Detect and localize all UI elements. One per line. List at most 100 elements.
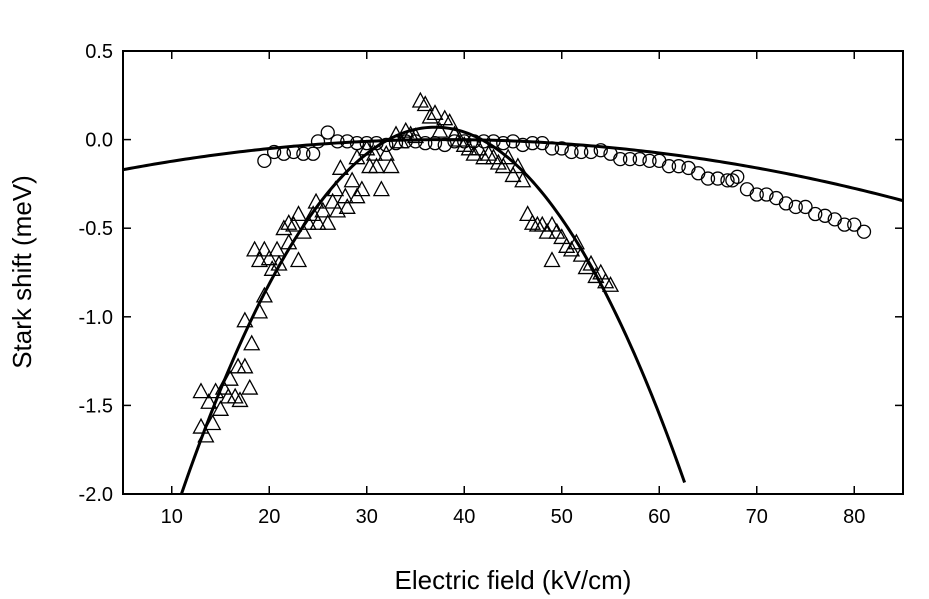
data-point-triangle [533, 215, 551, 232]
data-point-circle [661, 159, 677, 174]
data-point-circle [778, 196, 794, 211]
y-tick-label: -1.5 [79, 395, 113, 417]
data-point-circle [574, 144, 589, 160]
data-point-triangle [416, 95, 434, 112]
data-point-circle [798, 199, 813, 215]
data-point-triangle [553, 228, 571, 245]
fit-curve-1 [123, 138, 903, 203]
data-point-triangle [582, 254, 600, 271]
data-point-triangle [250, 251, 269, 268]
data-point-circle [437, 137, 452, 153]
data-point-triangle [211, 400, 230, 416]
data-point-circle [671, 159, 686, 174]
data-point-triangle [504, 166, 522, 183]
data-point-circle [730, 169, 745, 184]
x-tick-label: 70 [746, 506, 768, 528]
data-point-circle [257, 153, 272, 169]
data-point-triangle [280, 214, 298, 230]
data-point-triangle [592, 263, 610, 280]
data-point-circle [710, 171, 725, 186]
data-point-triangle [289, 251, 308, 268]
x-tick-label: 20 [258, 506, 280, 528]
data-point-triangle [499, 148, 517, 165]
data-point-triangle [255, 240, 273, 257]
data-point-triangle [494, 157, 512, 174]
data-point-triangle [372, 180, 390, 197]
data-point-circle [310, 134, 326, 149]
data-point-triangle [338, 198, 356, 214]
data-point-triangle [197, 426, 215, 443]
data-point-triangle [426, 104, 444, 121]
y-tick-label: -0.5 [79, 218, 113, 240]
data-point-triangle [365, 144, 384, 161]
data-point-circle [554, 141, 569, 156]
data-point-triangle [348, 148, 366, 165]
x-tick-label: 50 [551, 506, 573, 528]
data-point-circle [379, 137, 394, 153]
data-point-circle [447, 134, 462, 149]
data-point-circle [564, 144, 579, 160]
data-point-triangle [331, 159, 350, 175]
data-point-triangle [367, 157, 386, 174]
data-point-triangle [328, 201, 347, 218]
data-point-triangle [241, 378, 259, 395]
data-point-triangle [543, 215, 561, 232]
data-point-circle [330, 134, 345, 149]
data-point-triangle [465, 144, 483, 161]
data-point-circle [642, 153, 657, 169]
data-point-triangle [204, 414, 222, 431]
data-point-triangle [255, 286, 273, 303]
data-point-circle [388, 135, 404, 151]
data-point-triangle [382, 157, 400, 174]
y-tick-label: 0.0 [85, 130, 113, 152]
data-point-triangle [406, 127, 425, 144]
data-point-triangle [324, 192, 342, 209]
data-point-triangle [523, 214, 542, 230]
data-point-circle [583, 144, 599, 160]
data-point-triangle [246, 240, 264, 257]
data-point-triangle [577, 258, 595, 275]
data-point-triangle [421, 107, 439, 124]
x-tick-label: 10 [161, 506, 183, 528]
data-point-triangle [567, 233, 585, 250]
data-point-circle [808, 206, 823, 222]
x-tick-label: 60 [648, 506, 670, 528]
data-point-triangle [431, 121, 449, 138]
data-point-triangle [275, 219, 293, 236]
data-point-triangle [236, 311, 254, 328]
data-point-circle [505, 134, 521, 149]
x-tick-label: 80 [843, 506, 865, 528]
data-point-triangle [221, 369, 239, 386]
data-point-triangle [402, 125, 420, 142]
data-point-triangle [475, 148, 493, 165]
data-point-circle [788, 199, 803, 215]
data-point-triangle [470, 139, 488, 156]
axes-layer: 10 20 30 40 50 60 70 80 0.5 0.0 -0.5 -1.0 -1.5 -2.0 [79, 41, 904, 528]
y-tick-label: -2.0 [79, 484, 113, 506]
data-point-circle [296, 146, 311, 161]
x-tick-label: 40 [453, 506, 475, 528]
data-point-triangle [192, 417, 210, 434]
data-point-circle [359, 135, 374, 151]
data-point-triangle [299, 214, 317, 230]
data-point-triangle [343, 171, 361, 188]
data-point-triangle [207, 382, 225, 399]
data-point-circle [613, 151, 628, 167]
data-point-triangle [543, 251, 561, 268]
data-point-triangle [353, 180, 371, 197]
y-tick-label: -1.0 [79, 307, 113, 329]
data-point-circle [486, 134, 501, 149]
marks-layer [123, 91, 903, 494]
data-point-circle [856, 224, 872, 239]
data-point-triangle [250, 302, 269, 319]
data-point-triangle [263, 260, 281, 276]
data-point-triangle [236, 357, 254, 374]
data-point-circle [593, 143, 608, 158]
data-point-triangle [309, 214, 327, 230]
data-point-triangle [231, 391, 249, 408]
data-point-triangle [289, 205, 308, 222]
data-point-triangle [307, 192, 325, 209]
data-point-triangle [243, 334, 261, 351]
data-point-triangle [572, 245, 590, 262]
data-point-circle [622, 151, 638, 167]
